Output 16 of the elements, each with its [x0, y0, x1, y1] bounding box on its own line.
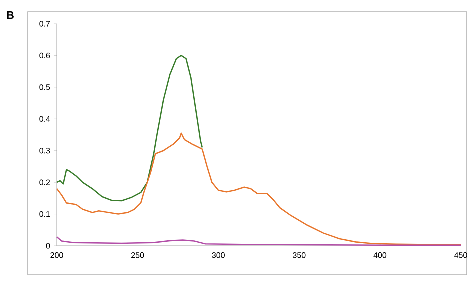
y-tick-label: 0.2 [40, 180, 50, 186]
x-tick-label: 450 [454, 252, 468, 258]
x-tick-label: 250 [132, 252, 144, 258]
x-tick-label: 400 [374, 252, 387, 258]
text: B [7, 12, 14, 20]
y-tick-label: 0.5 [40, 84, 50, 90]
y-tick-label: 0.4 [40, 116, 50, 122]
y-tick-label: 0.1 [40, 211, 50, 218]
y-tick-label: 0.6 [40, 52, 50, 59]
x-tick-label: 300 [212, 252, 225, 258]
line-series [56, 55, 204, 202]
x-tick-label: 200 [50, 252, 64, 258]
y-tick-label: 0.3 [40, 148, 50, 154]
x-tick-label: 350 [293, 252, 306, 258]
y-tick-label: 0.7 [40, 21, 50, 27]
y-tick-label: 0 [46, 243, 50, 249]
